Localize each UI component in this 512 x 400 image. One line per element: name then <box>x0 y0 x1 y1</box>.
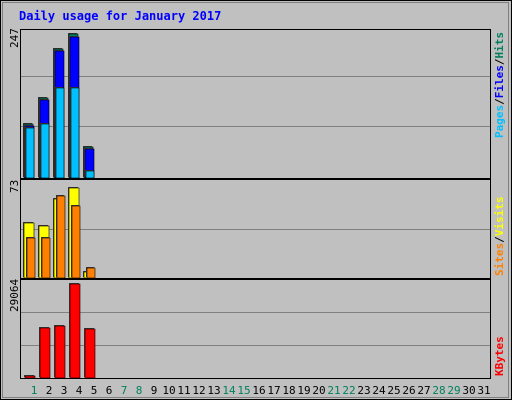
panel-visits-sites-ymax: 73 <box>8 180 21 193</box>
x-tick-label: 23 <box>357 384 370 397</box>
x-tick-label: 15 <box>237 384 250 397</box>
x-tick-label: 26 <box>402 384 415 397</box>
legend-text: KBytes <box>493 336 506 376</box>
x-tick-label: 13 <box>207 384 220 397</box>
x-tick-label: 12 <box>192 384 205 397</box>
x-tick-label: 27 <box>417 384 430 397</box>
x-tick-label: 8 <box>136 384 143 397</box>
panel-hits-files-pages-legend: Pages/Files/Hits <box>493 32 506 138</box>
x-tick-label: 5 <box>91 384 98 397</box>
pages-bar <box>25 127 35 179</box>
kbytes-bar <box>24 375 36 379</box>
x-tick-label: 7 <box>121 384 128 397</box>
chart-title: Daily usage for January 2017 <box>19 9 221 23</box>
x-tick-label: 4 <box>76 384 83 397</box>
x-tick-label: 29 <box>447 384 460 397</box>
sites-bar <box>26 237 36 279</box>
panel-kbytes-ymax: 29064 <box>8 279 21 312</box>
x-tick-label: 2 <box>46 384 53 397</box>
x-tick-label: 21 <box>327 384 340 397</box>
panel-kbytes-bars <box>24 283 96 379</box>
x-tick-label: 30 <box>462 384 475 397</box>
panel-visits-sites-bars <box>23 187 96 279</box>
x-tick-label: 9 <box>151 384 158 397</box>
panel-visits-sites-legend: Sites/Visits <box>493 197 506 277</box>
x-tick-label: 24 <box>372 384 386 397</box>
x-tick-label: 6 <box>106 384 113 397</box>
x-tick-label: 20 <box>312 384 325 397</box>
x-tick-label: 18 <box>282 384 295 397</box>
panel-hits-files-pages-bars <box>23 33 95 179</box>
legend-entry-visits: Visits <box>493 197 506 237</box>
legend-text: Pages/Files/Hits <box>493 32 506 138</box>
kbytes-bar <box>84 328 96 379</box>
legend-entry-kbytes: KBytes <box>493 336 506 376</box>
sites-bar <box>86 267 96 279</box>
x-tick-label: 3 <box>61 384 68 397</box>
pages-bar <box>55 87 65 179</box>
panel-hits-files-pages: 247 Pages/Files/Hits <box>8 28 506 179</box>
pages-bar <box>70 87 80 179</box>
x-tick-label: 17 <box>267 384 280 397</box>
legend-entry-pages: Pages <box>493 105 506 138</box>
x-tick-label: 11 <box>177 384 190 397</box>
panel-hits-files-pages-ymax: 247 <box>8 28 21 48</box>
legend-entry-hits: Hits <box>493 32 506 59</box>
panel-hits-files-pages-grid <box>21 76 490 127</box>
kbytes-bar <box>54 325 66 379</box>
legend-text: Sites/Visits <box>493 197 506 277</box>
panel-visits-sites: 73 Sites/Visits <box>8 179 506 279</box>
x-tick-label: 25 <box>387 384 400 397</box>
panel-kbytes-legend: KBytes <box>493 336 506 376</box>
legend-separator: / <box>493 98 506 105</box>
panel-kbytes: 29064 KBytes <box>8 279 506 379</box>
pages-bar <box>85 170 95 179</box>
kbytes-bar <box>39 327 51 379</box>
x-tick-label: 22 <box>342 384 355 397</box>
panel-kbytes-frame <box>20 279 491 379</box>
x-tick-label: 1 <box>31 384 38 397</box>
x-axis-labels: 1 2 3 4 5 6 7 8 9 10 11 12 13 14 15 16 17 18 19 20 21 22 23 24 2… <box>31 384 491 397</box>
sites-bar <box>56 195 66 279</box>
panel-kbytes-grid <box>21 312 490 346</box>
sites-bar <box>71 205 81 279</box>
sites-bar <box>41 237 51 279</box>
legend-entry-sites: Sites <box>493 243 506 276</box>
x-tick-label: 16 <box>252 384 265 397</box>
x-tick-label: 19 <box>297 384 310 397</box>
x-tick-label: 31 <box>477 384 490 397</box>
legend-separator: / <box>493 58 506 65</box>
x-tick-label: 14 <box>222 384 236 397</box>
panel-hits-files-pages-frame <box>20 29 491 179</box>
pages-bar <box>40 123 50 179</box>
kbytes-bar <box>69 283 81 379</box>
x-tick-label: 28 <box>432 384 445 397</box>
legend-entry-files: Files <box>493 65 506 98</box>
x-tick-label: 10 <box>162 384 175 397</box>
legend-separator: / <box>493 236 506 243</box>
